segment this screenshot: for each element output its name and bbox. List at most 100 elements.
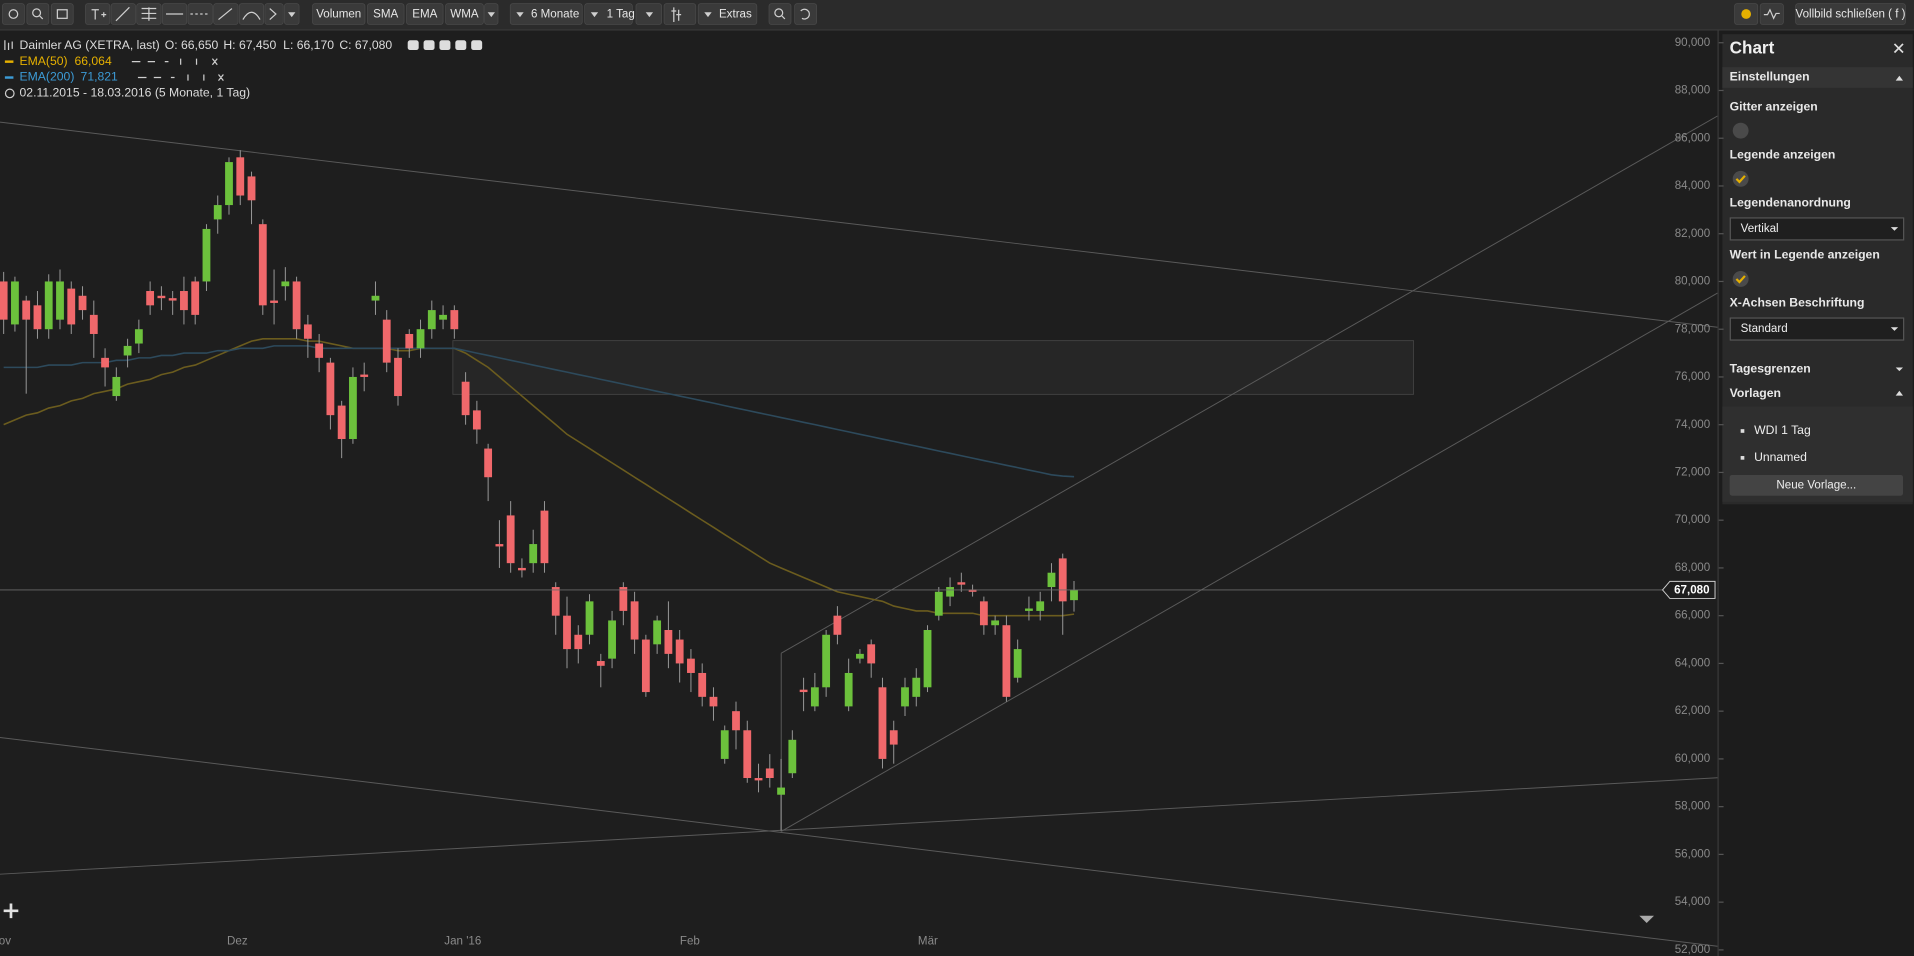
candle-body (732, 711, 740, 731)
candle-body (461, 381, 470, 416)
text-tool[interactable] (85, 3, 111, 25)
icon (218, 8, 233, 21)
down-icon[interactable] (471, 40, 483, 51)
button-label: SMA (373, 9, 398, 21)
candle-body (867, 644, 876, 664)
search-button[interactable] (26, 3, 50, 25)
candle-body (518, 567, 526, 571)
section-title: Einstellungen (1730, 70, 1810, 84)
extras-select[interactable] (697, 3, 758, 25)
button-label: Volumen (316, 9, 361, 21)
curve-tool[interactable] (238, 3, 265, 25)
button-label: Neue Vorlage... (1776, 479, 1856, 491)
clock-icon (4, 88, 15, 99)
panel-title: Chart (1730, 38, 1775, 57)
candle-body (912, 677, 921, 697)
zoom-button[interactable] (768, 3, 792, 25)
candle-body (585, 601, 594, 635)
check-mark (1735, 275, 1746, 284)
interval-select[interactable] (584, 3, 633, 25)
candle-body (146, 291, 155, 306)
layout-button[interactable] (50, 3, 74, 25)
ema-line (3, 345, 1075, 478)
candle-body (979, 601, 988, 626)
arrow-tool[interactable] (264, 3, 284, 25)
checkbox[interactable] (1732, 122, 1749, 139)
template-item[interactable]: WDI 1 Tag (1754, 423, 1811, 437)
volume-button[interactable] (312, 3, 366, 25)
sma-button[interactable] (367, 3, 405, 25)
undo-button[interactable] (794, 3, 817, 25)
section-header[interactable] (1722, 67, 1913, 88)
x-tick-label: Mär (918, 935, 938, 947)
icon (115, 6, 130, 22)
candle-body (281, 281, 290, 287)
candle-body (382, 319, 391, 363)
icon (56, 9, 68, 19)
section-title[interactable]: Tagesgrenzen (1730, 362, 1811, 376)
range-select[interactable] (509, 3, 583, 25)
candle-body (641, 639, 650, 693)
legend-entry: EMA(50) (20, 54, 68, 68)
y-tick-label: 72,000 (1675, 467, 1710, 479)
chart-type-button[interactable] (663, 3, 697, 25)
select[interactable] (1729, 217, 1905, 241)
channel-line[interactable] (780, 292, 1718, 832)
wma-button[interactable] (445, 3, 484, 25)
trend-line[interactable] (0, 121, 1718, 328)
candle-body (213, 205, 222, 220)
checkbox[interactable] (1732, 170, 1749, 187)
candle-body (405, 333, 414, 349)
candle-body (180, 291, 188, 311)
settings-icon[interactable] (439, 40, 451, 51)
eye-icon[interactable] (407, 40, 419, 51)
close-button[interactable] (1893, 43, 1904, 54)
candle-body (788, 739, 797, 774)
select-value: Vertikal (1741, 223, 1779, 235)
candle-body (822, 634, 831, 688)
settings-button[interactable] (2, 3, 25, 25)
y-tick-label: 56,000 (1675, 848, 1710, 860)
candle-body (44, 281, 53, 330)
setting-label: Gitter anzeigen (1730, 100, 1818, 114)
fullscreen-button[interactable] (1795, 3, 1906, 25)
scroll-icon[interactable] (1639, 915, 1654, 924)
icon (671, 7, 682, 22)
toolbar-buttons: Volumen SMA EMA WMA 6 Monate 1 Tag Extra… (312, 3, 1906, 25)
trend-line[interactable] (0, 777, 1718, 875)
y-tick-label: 54,000 (1675, 896, 1710, 908)
link-icon[interactable] (423, 40, 435, 51)
drawn-rectangle[interactable] (452, 340, 1414, 395)
x-tick-label: ov (0, 935, 11, 947)
candle-body (946, 587, 954, 597)
x-tick-label: Jan '16 (444, 935, 481, 947)
section-title[interactable]: Vorlagen (1730, 386, 1781, 400)
candle-body (698, 672, 707, 697)
candle-body (67, 288, 76, 325)
candle-body (991, 620, 1000, 626)
select[interactable] (1729, 317, 1905, 341)
caret (1895, 390, 1904, 396)
setting-label: Wert in Legende anzeigen (1730, 247, 1880, 261)
candle-body (349, 376, 357, 440)
legend-controls[interactable] (131, 58, 218, 66)
move-icon[interactable] (3, 903, 19, 919)
trend-line[interactable] (0, 736, 1718, 947)
new-template-button[interactable] (1729, 474, 1904, 496)
candle-body (495, 544, 504, 547)
ema-button[interactable] (406, 3, 444, 25)
candle-body (326, 362, 335, 416)
caret (1890, 327, 1899, 331)
icon (1763, 8, 1780, 20)
channel-line[interactable] (780, 115, 1718, 654)
candle-body (889, 730, 898, 745)
legend-controls[interactable] (137, 74, 224, 81)
template-item[interactable]: Unnamed (1754, 450, 1807, 464)
icon (269, 8, 277, 20)
caret (590, 12, 599, 18)
up-icon[interactable] (455, 40, 467, 51)
y-tick-label: 70,000 (1675, 514, 1710, 526)
checkbox[interactable] (1732, 271, 1749, 287)
